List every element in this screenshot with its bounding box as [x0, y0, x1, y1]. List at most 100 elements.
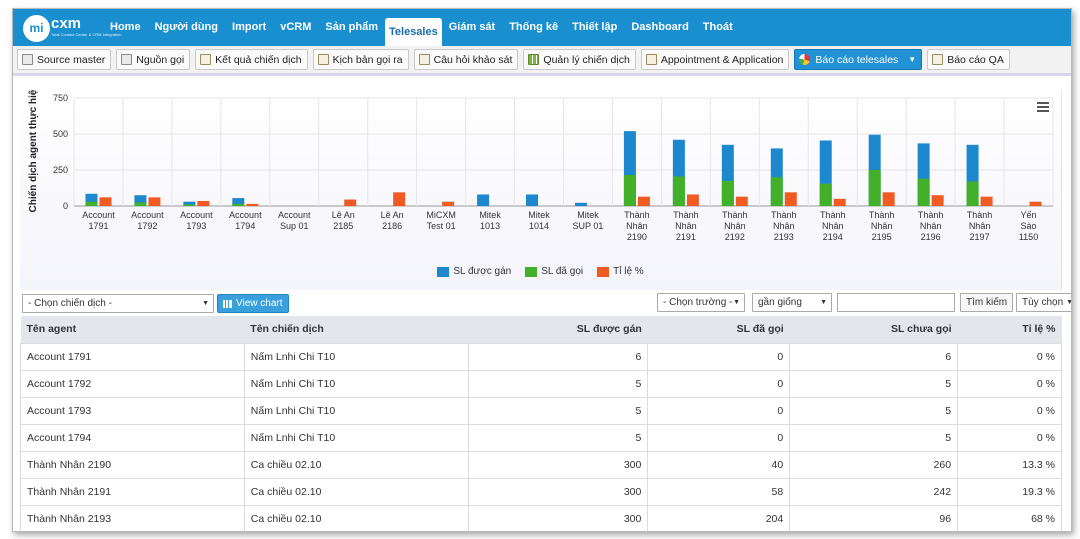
x-tick-label: 2193 — [774, 232, 794, 242]
column-header[interactable]: SL được gán — [468, 316, 648, 343]
legend-item[interactable]: SL được gán — [437, 266, 511, 277]
bar-sl-da-goi — [770, 177, 783, 206]
table-cell: Ca chiều 02.10 — [243, 450, 469, 479]
nav-item-dashboard[interactable]: Dashboard — [631, 21, 689, 33]
x-tick-label: Nhân — [969, 221, 991, 231]
column-header[interactable]: SL chưa gọi — [789, 316, 958, 343]
app-logo[interactable]: mi cxm Total Contact Center & CRM Integr… — [23, 15, 121, 42]
chart-menu-icon[interactable] — [1037, 102, 1049, 112]
nav-item-home[interactable]: Home — [110, 21, 141, 33]
view-chart-label: View chart — [236, 298, 283, 309]
field-select[interactable]: - Chọn trường - ▼ — [657, 293, 745, 312]
match-select-value: gần giống — [758, 297, 802, 308]
column-header[interactable]: Tên chiến dịch — [244, 316, 469, 343]
toolbar-button-7[interactable]: Báo cáo telesales ▼ — [794, 49, 923, 70]
bar-ti-le — [442, 201, 455, 206]
bar-ti-le — [833, 198, 846, 206]
toolbar-button-6[interactable]: Appointment & Application — [640, 49, 790, 70]
nav-item-người-dùng[interactable]: Người dùng — [154, 21, 219, 33]
table-row[interactable]: Account 1792 Nấm Lnhi Chi T10 5 0 5 0 % — [20, 369, 1062, 398]
column-header[interactable]: SL đã gọi — [647, 316, 790, 343]
x-tick-label: 1014 — [529, 221, 549, 231]
nav-item-import[interactable]: Import — [232, 21, 267, 33]
nav-item-vcrm[interactable]: vCRM — [280, 21, 312, 33]
x-tick-label: MiCXM — [426, 210, 456, 220]
x-tick-label: Sào — [1021, 221, 1037, 231]
table-row[interactable]: Thành Nhân 2191 Ca chiều 02.10 300 58 242 19.… — [20, 477, 1062, 506]
main-menu: Home Người dùng Import vCRM Sản phẩm Telesale… — [103, 9, 740, 46]
column-header[interactable]: Tên agent — [20, 316, 245, 343]
bar-ti-le — [246, 203, 259, 206]
table-cell: 19.3 % — [957, 477, 1062, 506]
y-tick-label: 500 — [53, 129, 68, 139]
legend-item[interactable]: Tỉ lệ % — [597, 266, 644, 277]
x-tick-label: Thành — [820, 210, 846, 220]
toolbar-button-label: Quản lý chiến dịch — [543, 53, 630, 66]
table-row[interactable]: Thành Nhân 2193 Ca chiều 02.10 300 204 96 68 … — [20, 504, 1062, 531]
campaign-select[interactable]: - Chọn chiến dịch - ▼ — [22, 294, 214, 313]
bar-sl-da-goi — [623, 175, 636, 206]
x-tick-label: SUP 01 — [573, 221, 604, 231]
x-tick-label: Nhân — [871, 221, 893, 231]
field-select-value: - Chọn trường - — [663, 297, 733, 308]
nav-item-thiết-lập[interactable]: Thiết lập — [572, 21, 618, 33]
x-tick-label: Nhân — [724, 221, 746, 231]
document-edit-icon — [317, 54, 329, 65]
table-cell: Account 1792 — [20, 369, 245, 398]
table-row[interactable]: Thành Nhân 2190 Ca chiều 02.10 300 40 260 13.… — [20, 450, 1062, 479]
view-chart-button[interactable]: View chart — [217, 294, 289, 313]
chevron-down-icon: ▼ — [908, 55, 917, 64]
toolbar-button-8[interactable]: Báo cáo QA — [927, 49, 1010, 70]
match-select[interactable]: gần giống ▼ — [752, 293, 832, 312]
nav-item-sản-phẩm[interactable]: Sản phẩm — [325, 21, 378, 33]
table-cell: 5 — [467, 423, 649, 452]
legend-item[interactable]: SL đã gọi — [525, 266, 583, 277]
legend-swatch — [437, 266, 450, 277]
table-cell: 204 — [647, 504, 791, 531]
toolbar-button-4[interactable]: Câu hỏi khảo sát — [413, 49, 519, 70]
bar-chart-svg: 0 250 500 750 Chiến dịch agent thực hiện Acco… — [27, 84, 1054, 242]
logo-mark-icon: mi — [23, 15, 50, 42]
toolbar-button-5[interactable]: Quản lý chiến dịch — [523, 49, 636, 70]
toolbar-button-2[interactable]: Kết quả chiến dịch — [195, 49, 308, 70]
table-icon — [22, 54, 33, 65]
table-cell: 0 % — [957, 396, 1062, 425]
bar-sl-da-goi — [183, 204, 196, 206]
table-cell: 0 — [647, 396, 791, 425]
pie-chart-icon — [799, 54, 811, 65]
table-row[interactable]: Account 1791 Nấm Lnhi Chi T10 6 0 6 0 % — [20, 342, 1062, 371]
nav-item-thoát[interactable]: Thoát — [702, 21, 733, 33]
table-cell: Thành Nhân 2191 — [20, 477, 245, 506]
table-cell: Ca chiều 02.10 — [243, 477, 469, 506]
search-button-label: Tìm kiếm — [966, 297, 1008, 308]
option-select[interactable]: Tùy chọn ▼ — [1016, 293, 1071, 312]
table-row[interactable]: Account 1793 Nấm Lnhi Chi T10 5 0 5 0 % — [20, 396, 1062, 425]
column-header[interactable]: Tỉ lệ % — [957, 316, 1062, 343]
bar-sl-duoc-gan — [574, 202, 587, 206]
toolbar-button-3[interactable]: Kịch bản gọi ra — [312, 49, 409, 70]
search-input[interactable] — [837, 293, 955, 312]
table-cell: 6 — [467, 342, 649, 371]
table-row[interactable]: Account 1794 Nấm Lnhi Chi T10 5 0 5 0 % — [20, 423, 1062, 452]
table-header-row: Tên agent Tên chiến dịch SL được gán SL đã … — [20, 316, 1062, 343]
bar-sl-da-goi — [672, 176, 685, 206]
nav-item-giám-sát[interactable]: Giám sát — [448, 21, 496, 33]
table-cell: 5 — [467, 396, 649, 425]
toolbar-button-0[interactable]: Source master — [17, 49, 112, 70]
nav-item-thống-kê[interactable]: Thống kê — [509, 21, 559, 33]
x-tick-label: Thành — [918, 210, 944, 220]
bar-sl-da-goi — [966, 181, 979, 206]
table-cell: 5 — [789, 369, 959, 398]
x-tick-label: Account — [278, 210, 311, 220]
table-cell: 5 — [467, 369, 649, 398]
document-edit-icon — [418, 54, 430, 65]
legend-label: SL được gán — [453, 266, 512, 277]
legend-swatch — [597, 266, 610, 277]
bar-sl-da-goi — [868, 170, 881, 206]
toolbar-button-1[interactable]: Nguồn gọi — [116, 49, 191, 70]
document-icon — [645, 54, 657, 65]
bar-ti-le — [99, 197, 112, 206]
x-tick-label: 1150 — [1019, 232, 1038, 242]
nav-item-telesales[interactable]: Telesales — [385, 18, 442, 46]
search-button[interactable]: Tìm kiếm — [960, 293, 1014, 312]
